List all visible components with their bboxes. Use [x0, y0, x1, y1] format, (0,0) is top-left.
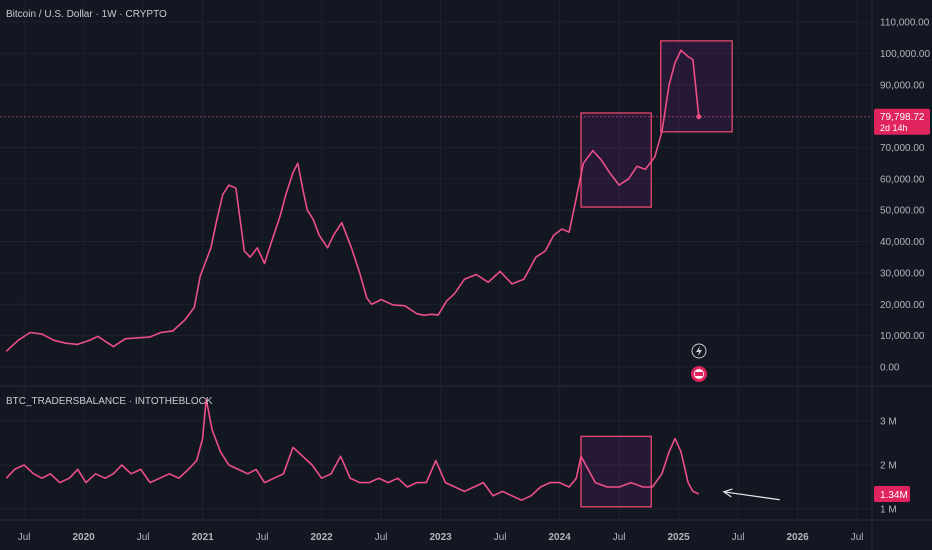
y-tick-label: 90,000.00 — [880, 80, 925, 91]
arrow-shaft — [723, 491, 780, 501]
last-point-marker — [696, 114, 702, 120]
main-chart-title: Bitcoin / U.S. Dollar · 1W · CRYPTO — [6, 9, 167, 20]
y-tick-label: 0.00 — [880, 363, 900, 374]
x-tick-label: Jul — [375, 532, 388, 543]
x-tick-label: 2026 — [786, 532, 809, 543]
x-tick-label: 2021 — [191, 532, 214, 543]
y-tick-label: 70,000.00 — [880, 143, 925, 154]
indicator-y-tick-label: 2 M — [880, 461, 897, 472]
price-label-box — [874, 108, 930, 135]
lightning-icon[interactable] — [691, 343, 707, 359]
indicator-y-tick-label: 3 M — [880, 417, 897, 428]
x-tick-label: Jul — [18, 532, 31, 543]
series-lines — [5, 49, 702, 502]
indicator-title: BTC_TRADERSBALANCE · INTOTHEBLOCK — [6, 396, 213, 407]
y-tick-label: 100,000.00 — [880, 49, 930, 60]
highlight-box — [580, 112, 652, 208]
x-tick-label: Jul — [494, 532, 507, 543]
y-tick-label: 20,000.00 — [880, 300, 925, 311]
x-tick-label: 2024 — [548, 532, 571, 543]
y-tick-label: 30,000.00 — [880, 268, 925, 279]
x-tick-label: Jul — [256, 532, 269, 543]
axes: 110,000.00 100,000.00 90,000.00 70,000.00 60… — [18, 18, 931, 543]
x-tick-label: 2025 — [667, 532, 690, 543]
y-tick-label: 10,000.00 — [880, 331, 925, 342]
y-tick-label: 40,000.00 — [880, 237, 925, 248]
x-tick-label: Jul — [137, 532, 150, 543]
indicator-label-box — [874, 486, 910, 503]
y-tick-label: 110,000.00 — [880, 18, 930, 29]
x-tick-label: 2022 — [310, 532, 333, 543]
x-tick-label: Jul — [613, 532, 626, 543]
x-tick-label: 2020 — [72, 532, 95, 543]
traders-balance-line — [5, 398, 700, 502]
btc-price-line — [5, 49, 700, 352]
x-tick-label: Jul — [851, 532, 864, 543]
alert-flag-icon[interactable] — [691, 366, 707, 382]
countdown-label: 2d 14h — [880, 123, 908, 133]
icons[interactable] — [691, 343, 707, 382]
arrow-head — [722, 488, 733, 498]
x-tick-label: Jul — [732, 532, 745, 543]
y-tick-label: 50,000.00 — [880, 206, 925, 217]
highlight-box — [580, 435, 652, 508]
indicator-y-tick-label: 1 M — [880, 505, 897, 516]
x-tick-label: 2023 — [429, 532, 452, 543]
y-tick-label: 60,000.00 — [880, 174, 925, 185]
indicator-value-label: 1.34M — [880, 490, 908, 501]
current-price-label: 79,798.72 — [880, 112, 925, 123]
